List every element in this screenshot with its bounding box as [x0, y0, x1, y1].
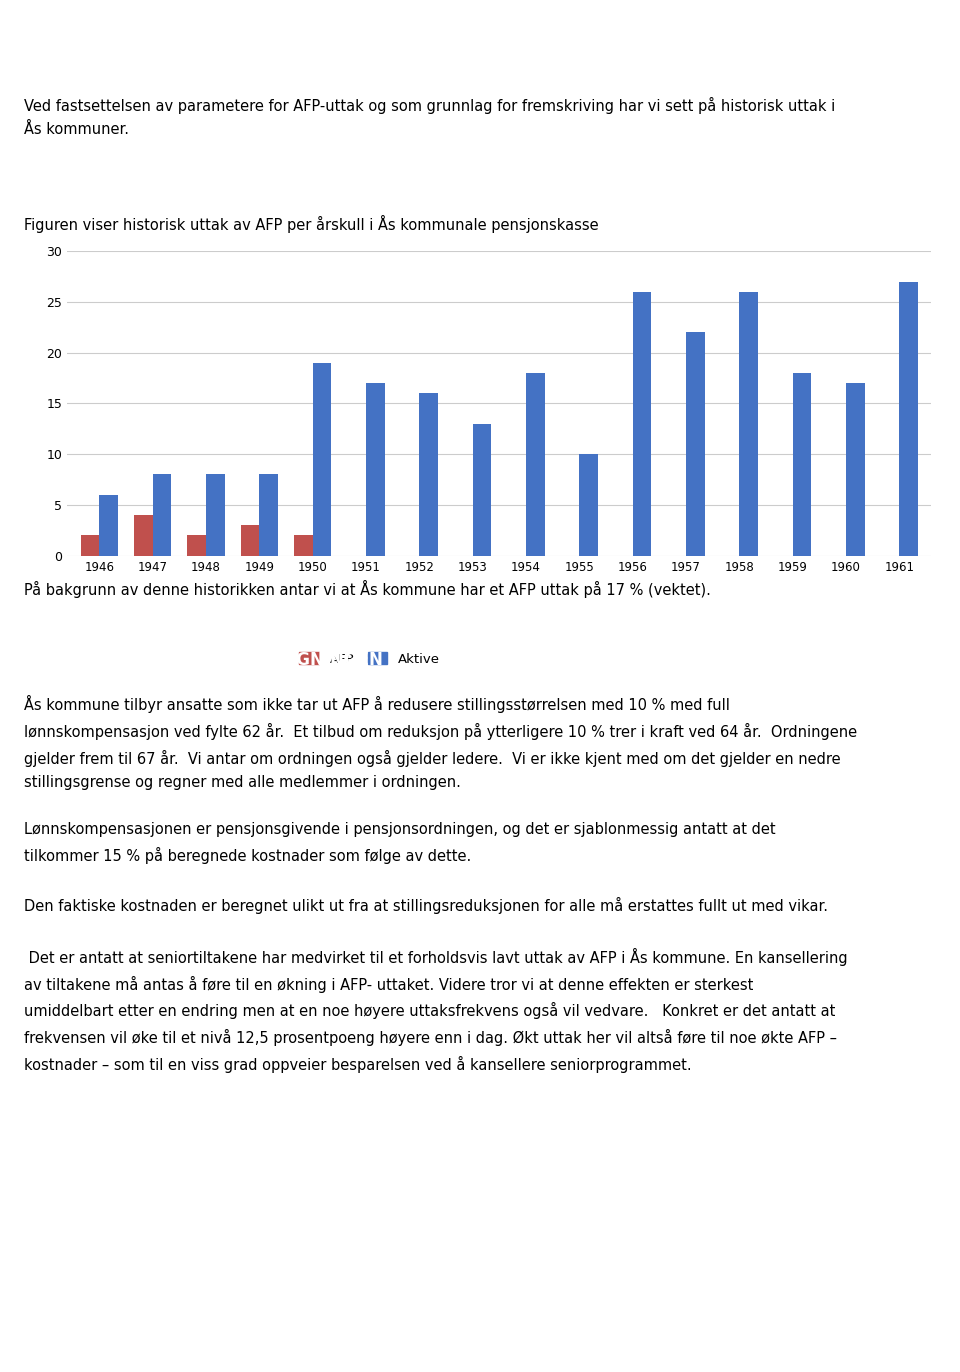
Bar [153, 475, 171, 556]
Bar [579, 454, 598, 556]
Text: På bakgrunn av denne historikken antar vi at Ås kommune har et AFP uttak på 17 %: På bakgrunn av denne historikken antar v… [24, 580, 710, 598]
Bar [313, 362, 331, 556]
Text: Ås kommune tilbyr ansatte som ikke tar ut AFP å redusere stillingsstørrelsen med: Ås kommune tilbyr ansatte som ikke tar u… [24, 694, 857, 1073]
Bar [633, 292, 651, 556]
Bar [99, 495, 118, 556]
Bar [133, 514, 153, 556]
Bar [526, 373, 544, 556]
Text: AFP - UTTAKSHISTORIKK: AFP - UTTAKSHISTORIKK [17, 43, 286, 60]
Bar [81, 535, 99, 556]
Legend: AFP, Aktive: AFP, Aktive [294, 648, 445, 671]
Bar [472, 424, 492, 556]
Text: Figuren viser historisk uttak av AFP per årskull i Ås kommunale pensjonskasse: Figuren viser historisk uttak av AFP per… [24, 214, 599, 233]
Text: FORUTSETNINGER  FOR  BEREGNINGEN: FORUTSETNINGER FOR BEREGNINGEN [17, 650, 383, 670]
Bar [241, 525, 259, 556]
Bar [294, 535, 313, 556]
Text: Ved fastsettelsen av parametere for AFP-uttak og som grunnlag for fremskriving h: Ved fastsettelsen av parametere for AFP-… [24, 97, 835, 137]
Bar [366, 383, 385, 556]
Bar [900, 281, 918, 556]
Bar [259, 475, 277, 556]
Bar [846, 383, 865, 556]
Bar [739, 292, 757, 556]
Bar [793, 373, 811, 556]
Bar [420, 394, 438, 556]
Bar [685, 332, 705, 556]
Bar [187, 535, 205, 556]
Bar [205, 475, 225, 556]
